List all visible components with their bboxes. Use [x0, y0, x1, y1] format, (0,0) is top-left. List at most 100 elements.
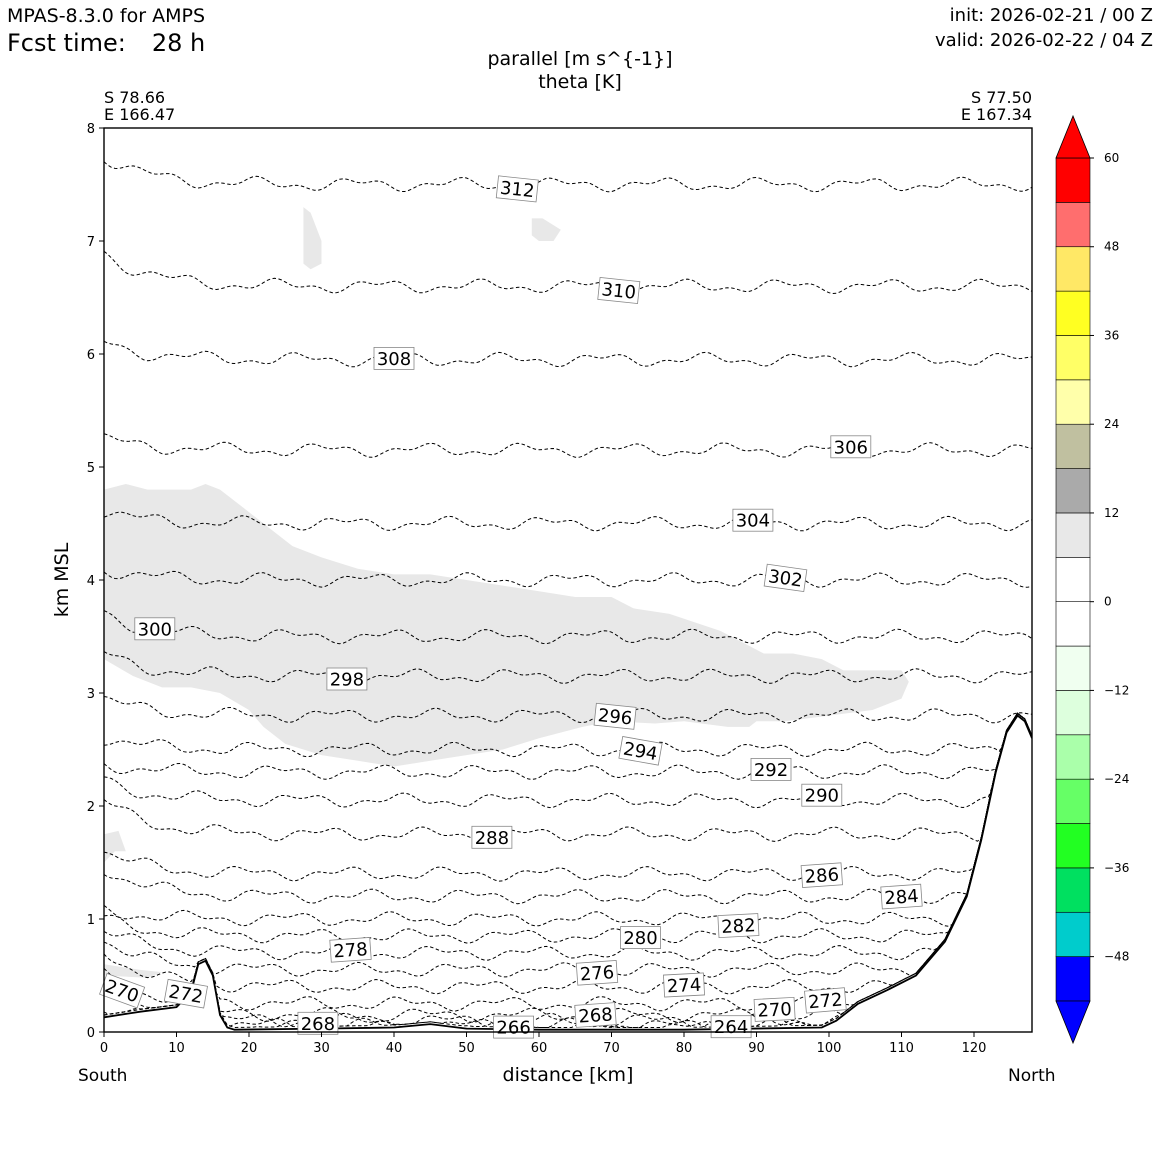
contour-label-290-text: 290 [805, 786, 839, 807]
colorbar: 60 48 36 24 12 0 −12 −24 −36 −48 [1055, 114, 1129, 1045]
contour-label-272-text: 272 [167, 981, 204, 1008]
contour-label-310: 310 [597, 277, 641, 304]
colorbar-tick-label-4: 12 [1104, 506, 1119, 520]
theta-contour-270 [104, 712, 1032, 1023]
contour-label-304-text: 304 [736, 511, 770, 532]
theta-contour-290 [104, 712, 1032, 809]
contour-label-308: 308 [373, 346, 415, 370]
x-tick-label-90: 90 [748, 1041, 765, 1056]
y-tick-label-7: 7 [87, 235, 95, 250]
contour-label-extra-1-text: 270 [757, 999, 792, 1022]
colorbar-segment-13 [1055, 379, 1091, 425]
theta-contour-312 [104, 161, 1032, 193]
colorbar-segment-14 [1055, 335, 1091, 381]
x-tick-label-0: 0 [100, 1041, 108, 1056]
colorbar-segment-1 [1055, 911, 1091, 957]
contour-label-288: 288 [471, 825, 513, 849]
contour-label-280-text: 280 [623, 928, 657, 949]
contour-label-304: 304 [732, 508, 774, 532]
x-tick-label-120: 120 [962, 1041, 987, 1056]
contour-label-284-text: 284 [884, 886, 920, 909]
colorbar-segment-5 [1055, 734, 1091, 780]
theta-contour-310 [104, 250, 1032, 295]
contour-label-276: 276 [575, 960, 619, 986]
y-tick-label-4: 4 [87, 574, 95, 589]
x-tick-label-40: 40 [386, 1041, 403, 1056]
north-label: North [1008, 1066, 1056, 1086]
colorbar-segment-3 [1055, 823, 1091, 869]
fcst-label: Fcst time: [7, 29, 126, 57]
y-tick-label-1: 1 [87, 913, 95, 928]
colorbar-tick-label-3: 24 [1104, 417, 1119, 431]
theta-contour-284 [104, 712, 1032, 905]
x-tick-label-100: 100 [817, 1041, 842, 1056]
contour-label-272: 272 [163, 978, 208, 1009]
x-tick-label-50: 50 [458, 1041, 475, 1056]
theta-contour-282 [104, 712, 1032, 927]
contour-label-280: 280 [620, 926, 661, 949]
x-tick-label-20: 20 [241, 1041, 258, 1056]
colorbar-segment-15 [1055, 290, 1091, 336]
shading-region-3 [104, 830, 126, 863]
colorbar-tick-label-7: −24 [1104, 772, 1129, 786]
colorbar-tick-label-2: 36 [1104, 328, 1119, 342]
contour-label-extra-1: 270 [753, 996, 796, 1022]
colorbar-segment-12 [1055, 423, 1091, 469]
contour-label-302: 302 [763, 563, 808, 593]
contour-label-302-text: 302 [767, 566, 804, 592]
contour-label-extra-2: 272 [804, 987, 847, 1014]
contour-label-274: 274 [663, 972, 705, 998]
contour-label-270: 270 [99, 973, 146, 1009]
contour-label-286-text: 286 [804, 865, 840, 888]
contour-label-282-text: 282 [721, 915, 756, 938]
colorbar-segment-11 [1055, 468, 1091, 514]
colorbar-tick-label-5: 0 [1104, 595, 1112, 609]
colorbar-tick-label-9: −48 [1104, 950, 1129, 964]
contour-label-266: 266 [493, 1015, 534, 1039]
shading-region-0 [104, 484, 909, 767]
colorbar-under-arrow [1055, 1000, 1091, 1045]
shading-region-4 [104, 964, 162, 978]
theta-contour-298 [104, 651, 1032, 684]
contour-label-extra-0-text: 268 [578, 1004, 614, 1027]
contour-label-300: 300 [134, 617, 176, 640]
valid-time: valid: 2026-02-22 / 04 Z [935, 30, 1153, 51]
theta-contour-278 [104, 712, 1032, 961]
x-tick-label-110: 110 [889, 1041, 914, 1056]
init-time: init: 2026-02-21 / 00 Z [949, 5, 1153, 26]
colorbar-segment-7 [1055, 645, 1091, 691]
colorbar-segment-16 [1055, 246, 1091, 292]
theta-contour-306 [104, 433, 1032, 458]
y-tick-label-6: 6 [87, 348, 95, 363]
y-tick-label-2: 2 [87, 800, 95, 815]
colorbar-segment-6 [1055, 690, 1091, 736]
y-tick-label-8: 8 [87, 122, 95, 137]
contour-label-296: 296 [593, 702, 637, 730]
contour-label-270-text: 270 [102, 976, 141, 1007]
contour-label-290: 290 [801, 783, 843, 807]
contour-label-306: 306 [830, 435, 872, 458]
wind-shading-layer [104, 207, 909, 978]
x-axis-label: distance [km] [502, 1064, 634, 1086]
contour-label-278: 278 [329, 937, 372, 963]
contour-label-298-text: 298 [330, 670, 364, 691]
colorbar-segment-8 [1055, 601, 1091, 647]
y-axis-label: km MSL [51, 542, 73, 618]
forecast-time: Fcst time: 28 h [7, 29, 205, 57]
contour-label-292: 292 [750, 758, 792, 781]
chart-title: parallel [m s^{-1}] [487, 48, 673, 70]
x-axis-ticks: 0 10 20 30 40 50 60 70 80 90 100 110 120 [100, 1032, 987, 1056]
colorbar-segment-0 [1055, 956, 1091, 1002]
contour-label-extra-0: 268 [574, 1002, 617, 1028]
contour-label-312: 312 [495, 175, 539, 203]
x-tick-label-70: 70 [603, 1041, 620, 1056]
contour-label-292-text: 292 [754, 760, 788, 781]
contour-label-282: 282 [717, 913, 760, 939]
x-tick-label-80: 80 [676, 1041, 693, 1056]
theta-contour-294 [104, 712, 1032, 758]
contour-label-306-text: 306 [834, 437, 868, 458]
theta-contour-280 [104, 712, 1032, 944]
colorbar-segment-2 [1055, 867, 1091, 913]
fcst-value: 28 h [151, 29, 206, 57]
